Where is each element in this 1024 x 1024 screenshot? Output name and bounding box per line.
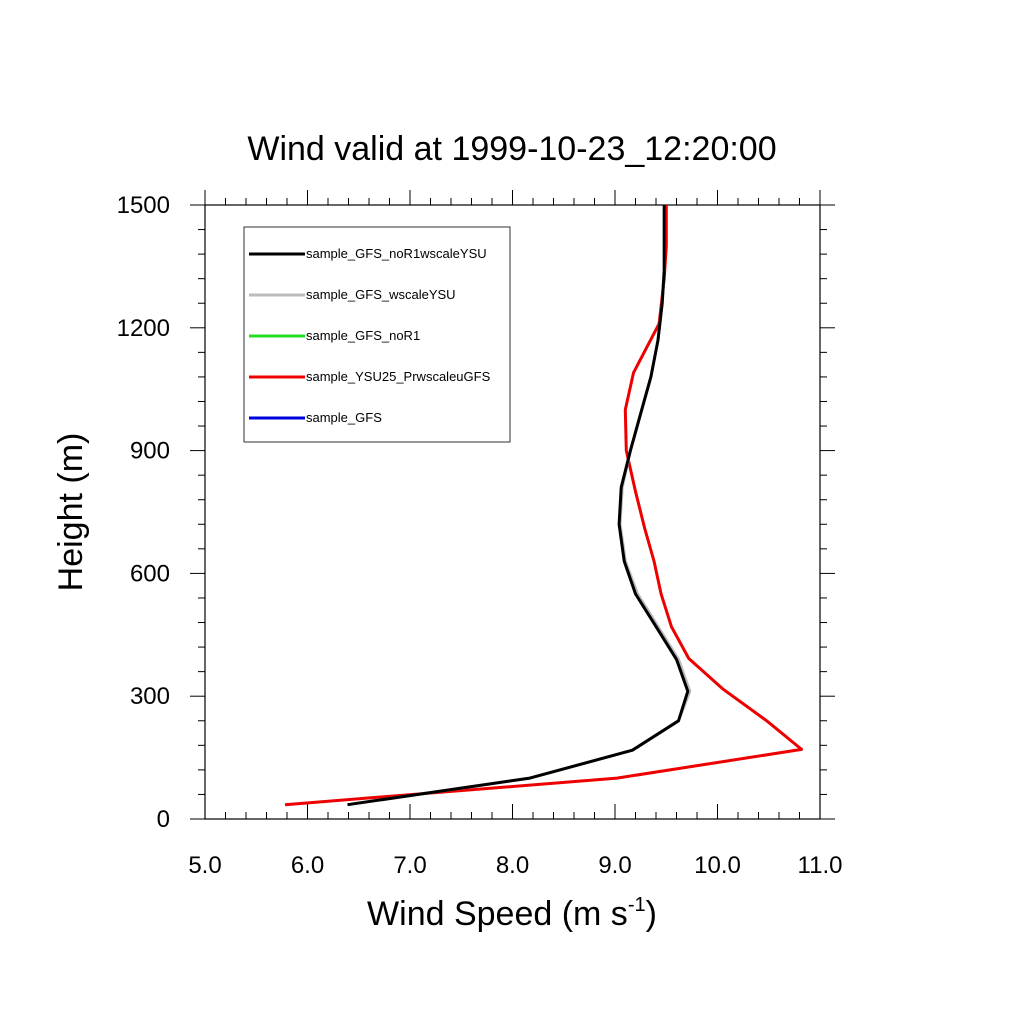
legend: sample_GFS_noR1wscaleYSU sample_GFS_wscal… [243,226,511,443]
legend-label: sample_GFS_wscaleYSU [306,287,456,302]
y-tick-label: 1500 [117,192,170,219]
series-lines [284,205,804,807]
x-tick-labels: 5.0 6.0 7.0 8.0 9.0 10.0 11.0 [188,852,842,879]
y-tick-labels: 0 300 600 900 1200 1500 [117,192,170,833]
x-axis-title-main: Wind Speed (m s [367,895,628,933]
x-tick-label: 6.0 [291,852,324,879]
x-tick-label: 11.0 [798,852,843,879]
axis-ticks [190,190,835,820]
x-tick-label: 5.0 [188,852,221,879]
series-line-1 [347,205,690,807]
y-tick-label: 300 [130,683,170,710]
x-tick-label: 7.0 [393,852,426,879]
y-tick-label: 1200 [117,315,170,342]
x-tick-label: 9.0 [598,852,631,879]
x-tick-label: 10.0 [694,852,741,879]
legend-label: sample_GFS [306,410,382,425]
y-tick-label: 900 [130,438,170,465]
y-tick-label: 0 [157,806,170,833]
x-tick-label: 8.0 [496,852,529,879]
chart-title: Wind valid at 1999-10-23_12:20:00 [247,130,776,168]
x-axis-title: Wind Speed (m s-1) [367,894,657,933]
legend-label: sample_GFS_noR1 [306,328,420,343]
y-tick-label: 600 [130,560,170,587]
legend-items: sample_GFS_noR1wscaleYSU sample_GFS_wscal… [249,246,491,425]
x-axis-title-sup: -1 [628,894,646,916]
legend-label: sample_GFS_noR1wscaleYSU [306,246,487,261]
y-axis-title: Height (m) [52,433,90,592]
x-axis-title-close: ) [646,895,657,933]
legend-label: sample_YSU25_PrwscaleuGFS [306,369,491,384]
